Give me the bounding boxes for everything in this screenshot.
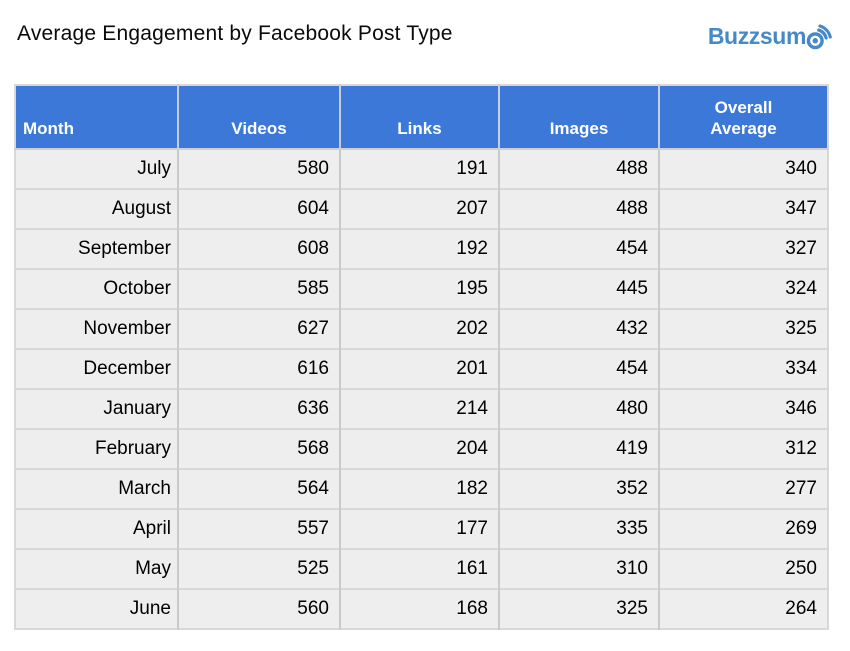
links-cell: 214 [339, 388, 499, 429]
page-title: Average Engagement by Facebook Post Type [17, 22, 453, 45]
images-cell: 488 [498, 188, 659, 229]
links-cell: 201 [339, 348, 499, 389]
videos-cell: 608 [177, 228, 340, 269]
month-cell: September [15, 228, 178, 269]
videos-cell: 564 [177, 468, 340, 509]
videos-cell: 560 [177, 588, 340, 629]
overall-average-cell: 324 [658, 268, 828, 309]
col-header-videos: Videos [177, 85, 340, 150]
month-cell: June [15, 588, 178, 629]
table-row: September 608 192 454 327 [15, 228, 828, 269]
table-row: May 525 161 310 250 [15, 548, 828, 589]
table-row: March 564 182 352 277 [15, 468, 828, 509]
month-cell: March [15, 468, 178, 509]
overall-average-cell: 250 [658, 548, 828, 589]
images-cell: 432 [498, 308, 659, 349]
overall-average-cell: 325 [658, 308, 828, 349]
overall-average-cell: 346 [658, 388, 828, 429]
links-cell: 177 [339, 508, 499, 549]
videos-cell: 604 [177, 188, 340, 229]
videos-cell: 557 [177, 508, 340, 549]
overall-average-cell: 312 [658, 428, 828, 469]
buzzsumo-logo-text: Buzzsum [707, 22, 807, 49]
table-row: April 557 177 335 269 [15, 508, 828, 549]
col-header-overall-average: Overall Average [658, 85, 828, 150]
images-cell: 310 [498, 548, 659, 589]
links-cell: 195 [339, 268, 499, 309]
col-header-month: Month [15, 85, 178, 150]
table-row: August 604 207 488 347 [15, 188, 828, 229]
signal-o-icon [806, 24, 832, 50]
images-cell: 454 [498, 348, 659, 389]
table-row: June 560 168 325 264 [15, 588, 828, 629]
overall-average-cell: 277 [658, 468, 828, 509]
videos-cell: 585 [177, 268, 340, 309]
videos-cell: 636 [177, 388, 340, 429]
links-cell: 204 [339, 428, 499, 469]
images-cell: 419 [498, 428, 659, 469]
links-cell: 182 [339, 468, 499, 509]
images-cell: 352 [498, 468, 659, 509]
videos-cell: 627 [177, 308, 340, 349]
month-cell: October [15, 268, 178, 309]
month-cell: February [15, 428, 178, 469]
table-row: July 580 191 488 340 [15, 149, 828, 189]
table-row: February 568 204 419 312 [15, 428, 828, 469]
month-cell: May [15, 548, 178, 589]
month-cell: April [15, 508, 178, 549]
table-row: December 616 201 454 334 [15, 348, 828, 389]
videos-cell: 580 [177, 149, 340, 189]
images-cell: 480 [498, 388, 659, 429]
overall-average-cell: 340 [658, 149, 828, 189]
overall-average-cell: 327 [658, 228, 828, 269]
month-cell: July [15, 149, 178, 189]
links-cell: 168 [339, 588, 499, 629]
table-row: October 585 195 445 324 [15, 268, 828, 309]
month-cell: January [15, 388, 178, 429]
links-cell: 192 [339, 228, 499, 269]
links-cell: 191 [339, 149, 499, 189]
images-cell: 488 [498, 149, 659, 189]
videos-cell: 568 [177, 428, 340, 469]
links-cell: 207 [339, 188, 499, 229]
images-cell: 454 [498, 228, 659, 269]
engagement-table: Month Videos Links Images Overall Averag… [14, 84, 829, 630]
header-row: Month Videos Links Images Overall Averag… [15, 85, 828, 150]
table-row: November 627 202 432 325 [15, 308, 828, 349]
month-cell: December [15, 348, 178, 389]
videos-cell: 616 [177, 348, 340, 389]
overall-average-cell: 334 [658, 348, 828, 389]
overall-average-cell: 347 [658, 188, 828, 229]
col-header-links: Links [339, 85, 499, 150]
images-cell: 445 [498, 268, 659, 309]
col-header-images: Images [498, 85, 659, 150]
overall-average-cell: 269 [658, 508, 828, 549]
overall-average-cell: 264 [658, 588, 828, 629]
buzzsumo-logo: Buzzsum [707, 22, 834, 50]
table-row: January 636 214 480 346 [15, 388, 828, 429]
links-cell: 161 [339, 548, 499, 589]
videos-cell: 525 [177, 548, 340, 589]
images-cell: 325 [498, 588, 659, 629]
images-cell: 335 [498, 508, 659, 549]
links-cell: 202 [339, 308, 499, 349]
month-cell: November [15, 308, 178, 349]
month-cell: August [15, 188, 178, 229]
